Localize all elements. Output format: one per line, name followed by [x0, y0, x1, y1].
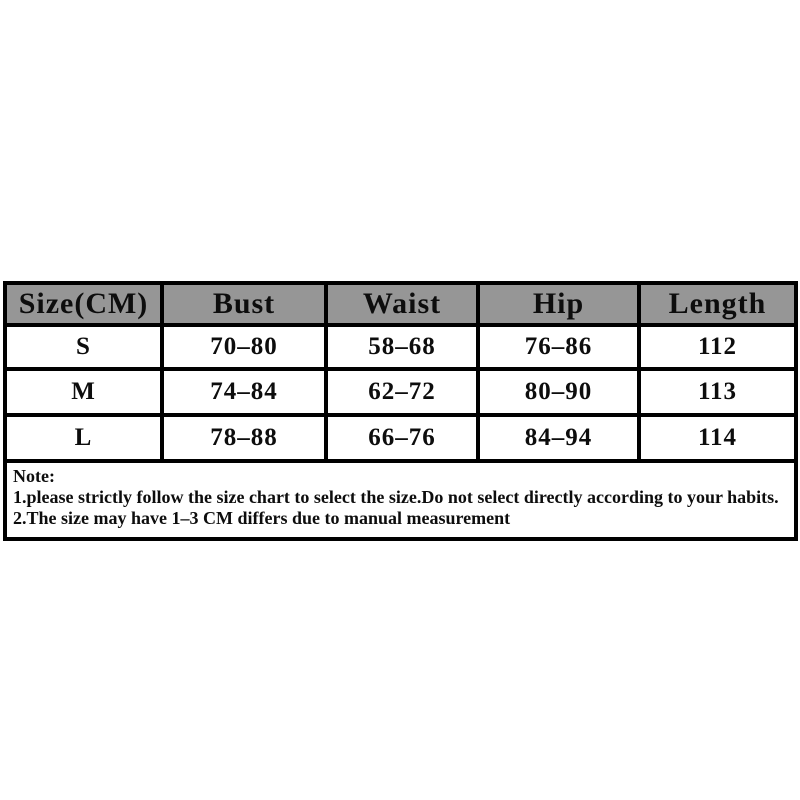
- note-line-2: 2.The size may have 1–3 CM differs due t…: [13, 508, 511, 528]
- header-hip: Hip: [476, 281, 641, 327]
- bust-cell: 74–84: [160, 367, 328, 417]
- size-cell: L: [3, 413, 164, 463]
- hip-cell: 84–94: [476, 413, 641, 463]
- note-box: Note: 1.please strictly follow the size …: [3, 459, 798, 541]
- waist-cell: 58–68: [324, 323, 480, 371]
- waist-cell: 66–76: [324, 413, 480, 463]
- length-cell: 112: [637, 323, 798, 371]
- header-bust: Bust: [160, 281, 328, 327]
- header-size: Size(CM): [3, 281, 164, 327]
- table-row-size-s: S 70–80 58–68 76–86 112: [3, 323, 798, 371]
- size-cell: M: [3, 367, 164, 417]
- length-cell: 114: [637, 413, 798, 463]
- bust-cell: 78–88: [160, 413, 328, 463]
- hip-cell: 80–90: [476, 367, 641, 417]
- bust-cell: 70–80: [160, 323, 328, 371]
- length-cell: 113: [637, 367, 798, 417]
- table-row-size-l: L 78–88 66–76 84–94 114: [3, 413, 798, 463]
- size-chart-table: Size(CM) Bust Waist Hip Length S 70–80 5…: [3, 281, 798, 541]
- table-row-size-m: M 74–84 62–72 80–90 113: [3, 367, 798, 417]
- hip-cell: 76–86: [476, 323, 641, 371]
- note-line-1: 1.please strictly follow the size chart …: [13, 487, 779, 507]
- header-row: Size(CM) Bust Waist Hip Length: [3, 281, 798, 327]
- header-length: Length: [637, 281, 798, 327]
- size-cell: S: [3, 323, 164, 371]
- note-row: Note: 1.please strictly follow the size …: [3, 459, 798, 541]
- waist-cell: 62–72: [324, 367, 480, 417]
- header-waist: Waist: [324, 281, 480, 327]
- note-title: Note:: [13, 466, 55, 486]
